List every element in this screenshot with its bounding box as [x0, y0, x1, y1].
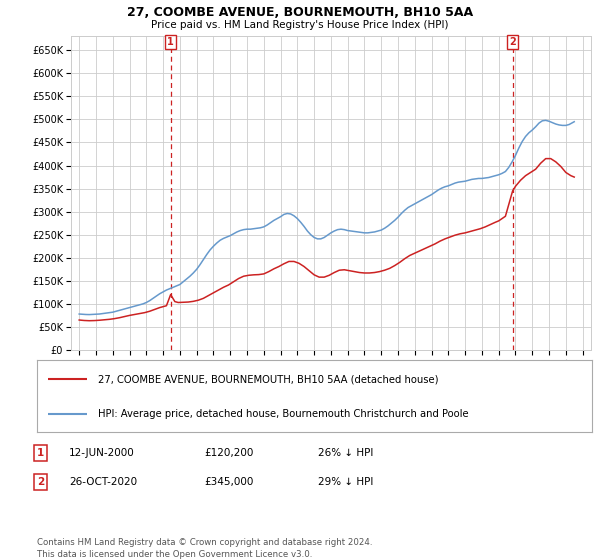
Text: HPI: Average price, detached house, Bournemouth Christchurch and Poole: HPI: Average price, detached house, Bour…: [98, 409, 469, 419]
Text: £120,200: £120,200: [204, 448, 253, 458]
Text: 27, COOMBE AVENUE, BOURNEMOUTH, BH10 5AA: 27, COOMBE AVENUE, BOURNEMOUTH, BH10 5AA: [127, 6, 473, 18]
Text: 12-JUN-2000: 12-JUN-2000: [69, 448, 135, 458]
Text: 1: 1: [167, 37, 174, 47]
Text: 26% ↓ HPI: 26% ↓ HPI: [318, 448, 373, 458]
Text: 2: 2: [37, 477, 44, 487]
Text: 29% ↓ HPI: 29% ↓ HPI: [318, 477, 373, 487]
Text: 26-OCT-2020: 26-OCT-2020: [69, 477, 137, 487]
Text: £345,000: £345,000: [204, 477, 253, 487]
Text: 27, COOMBE AVENUE, BOURNEMOUTH, BH10 5AA (detached house): 27, COOMBE AVENUE, BOURNEMOUTH, BH10 5AA…: [98, 374, 439, 384]
Text: Contains HM Land Registry data © Crown copyright and database right 2024.
This d: Contains HM Land Registry data © Crown c…: [37, 538, 373, 559]
Text: 1: 1: [37, 448, 44, 458]
Text: 2: 2: [509, 37, 516, 47]
Text: Price paid vs. HM Land Registry's House Price Index (HPI): Price paid vs. HM Land Registry's House …: [151, 20, 449, 30]
